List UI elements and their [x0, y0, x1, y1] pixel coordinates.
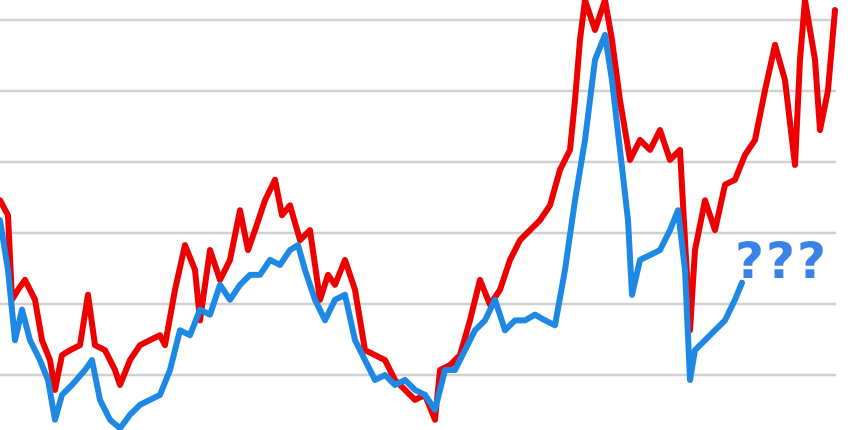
gridlines: [0, 18, 836, 377]
blue-series-line: [0, 31, 745, 430]
red-series-line: [0, 0, 838, 423]
series-lines: [0, 0, 838, 430]
question-marks-annotation: ???: [735, 232, 829, 290]
